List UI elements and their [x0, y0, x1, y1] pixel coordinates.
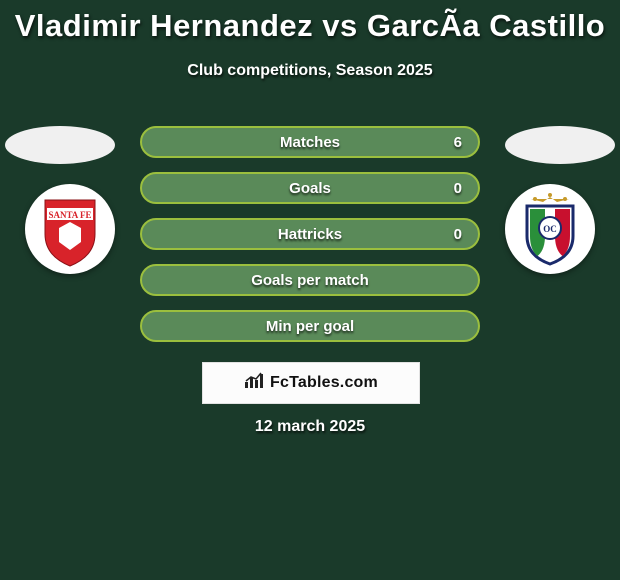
svg-text:OC: OC — [543, 224, 557, 234]
subtitle: Club competitions, Season 2025 — [0, 62, 620, 80]
shield-icon: OC — [505, 184, 595, 274]
stat-label: Min per goal — [266, 318, 354, 335]
svg-text:SANTA FE: SANTA FE — [48, 210, 91, 220]
stat-label: Matches — [280, 134, 340, 151]
brand-box: FcTables.com — [202, 362, 420, 404]
stat-row-min-per-goal: Min per goal — [140, 310, 480, 342]
shield-icon: SANTA FE — [25, 184, 115, 274]
team-badge-left: SANTA FE — [25, 184, 115, 274]
player-right-placeholder — [505, 126, 615, 164]
stat-label: Hattricks — [278, 226, 342, 243]
stat-row-matches: Matches 6 — [140, 126, 480, 158]
stat-label: Goals per match — [251, 272, 369, 289]
player-left-placeholder — [5, 126, 115, 164]
chart-icon — [244, 372, 266, 395]
stat-list: Matches 6 Goals 0 Hattricks 0 Goals per … — [140, 126, 480, 356]
team-badge-right: OC — [505, 184, 595, 274]
stat-row-goals-per-match: Goals per match — [140, 264, 480, 296]
stat-right-value: 0 — [454, 180, 462, 197]
once-caldas-badge: OC — [505, 184, 595, 274]
brand-text: FcTables.com — [270, 374, 378, 392]
stat-label: Goals — [289, 180, 331, 197]
stat-right-value: 6 — [454, 134, 462, 151]
stat-row-hattricks: Hattricks 0 — [140, 218, 480, 250]
stat-right-value: 0 — [454, 226, 462, 243]
page-title: Vladimir Hernandez vs GarcÃ­a Castillo — [0, 8, 620, 44]
stat-row-goals: Goals 0 — [140, 172, 480, 204]
santa-fe-badge: SANTA FE — [25, 184, 115, 274]
comparison-card: Vladimir Hernandez vs GarcÃ­a Castillo C… — [0, 8, 620, 580]
date-label: 12 march 2025 — [0, 418, 620, 436]
